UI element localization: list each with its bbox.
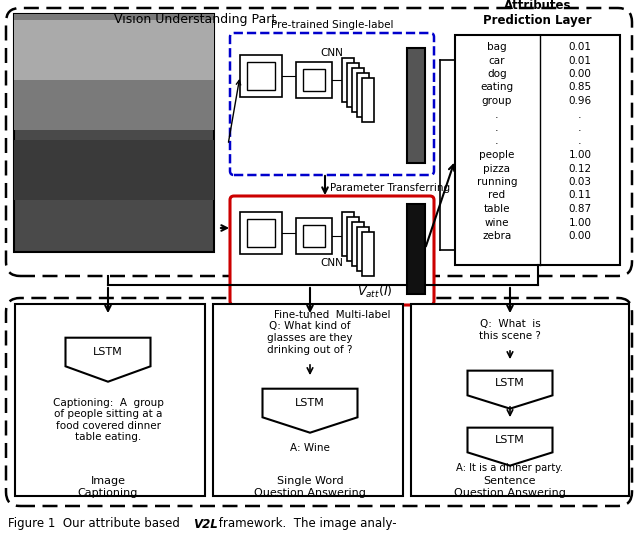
Text: 0.96: 0.96 [568,96,591,106]
Text: Parameter Transferring: Parameter Transferring [330,183,450,193]
Bar [407,204,425,294]
Bar [407,48,425,163]
Bar [247,219,275,247]
Text: group: group [482,96,512,106]
Text: A: It is a dinner party.: A: It is a dinner party. [456,463,563,473]
Bar [352,222,364,266]
Bar [240,55,282,97]
Bar [347,217,359,261]
Text: Single Word
Question Answering: Single Word Question Answering [254,476,366,498]
Text: A: Wine: A: Wine [290,443,330,453]
Bar [240,212,282,254]
Text: 0.85: 0.85 [568,82,591,93]
Text: pizza: pizza [483,163,511,174]
Text: LSTM: LSTM [495,378,525,388]
Text: wine: wine [484,217,509,228]
FancyBboxPatch shape [230,196,434,305]
Text: eating: eating [481,82,513,93]
FancyBboxPatch shape [230,33,434,175]
Bar [303,225,325,247]
Text: red: red [488,190,506,201]
Text: 0.87: 0.87 [568,204,591,214]
Bar [362,232,374,276]
Bar [303,69,325,91]
Text: $V_{att}(I)$: $V_{att}(I)$ [357,284,393,300]
Text: .: . [578,123,582,133]
Text: CNN: CNN [321,48,344,58]
Text: LSTM: LSTM [295,398,325,408]
Text: 0.01: 0.01 [568,56,591,65]
Text: zebra: zebra [483,231,511,241]
Text: LSTM: LSTM [93,347,123,357]
Text: 0.01: 0.01 [568,42,591,52]
Text: Image
Captioning: Image Captioning [78,476,138,498]
Bar [347,63,359,107]
Text: 1.00: 1.00 [568,217,591,228]
Bar [15,304,205,496]
Bar [357,73,369,117]
Text: Vision Understanding Part: Vision Understanding Part [114,14,276,27]
Text: CNN: CNN [321,258,344,268]
Bar [411,304,629,496]
Polygon shape [467,371,552,408]
Text: running: running [477,177,517,187]
Text: Figure 1  Our attribute based: Figure 1 Our attribute based [8,518,184,531]
Text: V2L: V2L [193,518,218,531]
Bar [362,78,374,122]
Text: dog: dog [487,69,507,79]
Bar [14,140,214,200]
Bar [14,14,214,130]
Text: Sentence
Question Answering: Sentence Question Answering [454,476,566,498]
Bar [247,62,275,90]
Text: Attributes
Prediction Layer: Attributes Prediction Layer [483,0,592,27]
Bar [342,212,354,256]
Text: Q: What kind of
glasses are they
drinking out of ?: Q: What kind of glasses are they drinkin… [268,321,353,354]
Bar [14,20,214,80]
Text: 0.00: 0.00 [568,69,591,79]
Bar [455,35,620,265]
Text: table: table [484,204,510,214]
Text: .: . [495,109,499,120]
Text: Q:  What  is
this scene ?: Q: What is this scene ? [479,319,541,341]
Bar [296,218,332,254]
Text: LSTM: LSTM [495,435,525,445]
Text: 0.11: 0.11 [568,190,591,201]
Bar [296,62,332,98]
Bar [357,227,369,271]
Text: 1.00: 1.00 [568,150,591,160]
Bar [213,304,403,496]
FancyBboxPatch shape [6,298,632,506]
Text: 0.03: 0.03 [568,177,591,187]
Text: Fine-tuned  Multi-label: Fine-tuned Multi-label [274,310,390,320]
Text: car: car [489,56,505,65]
Polygon shape [467,427,552,466]
Text: 0.12: 0.12 [568,163,591,174]
Text: people: people [479,150,515,160]
Text: Pre-trained Single-label: Pre-trained Single-label [271,20,393,30]
FancyBboxPatch shape [6,8,632,276]
Bar [352,68,364,112]
Text: .: . [495,123,499,133]
Text: framework.  The image analy-: framework. The image analy- [215,518,397,531]
Bar [14,14,214,252]
Text: Captioning:  A  group
of people sitting at a
food covered dinner
table eating.: Captioning: A group of people sitting at… [52,398,163,443]
Text: .: . [495,136,499,147]
Polygon shape [65,338,150,382]
Text: 0.00: 0.00 [568,231,591,241]
Text: bag: bag [487,42,507,52]
Bar [342,58,354,102]
Text: .: . [578,109,582,120]
Polygon shape [262,388,358,433]
Text: .: . [578,136,582,147]
